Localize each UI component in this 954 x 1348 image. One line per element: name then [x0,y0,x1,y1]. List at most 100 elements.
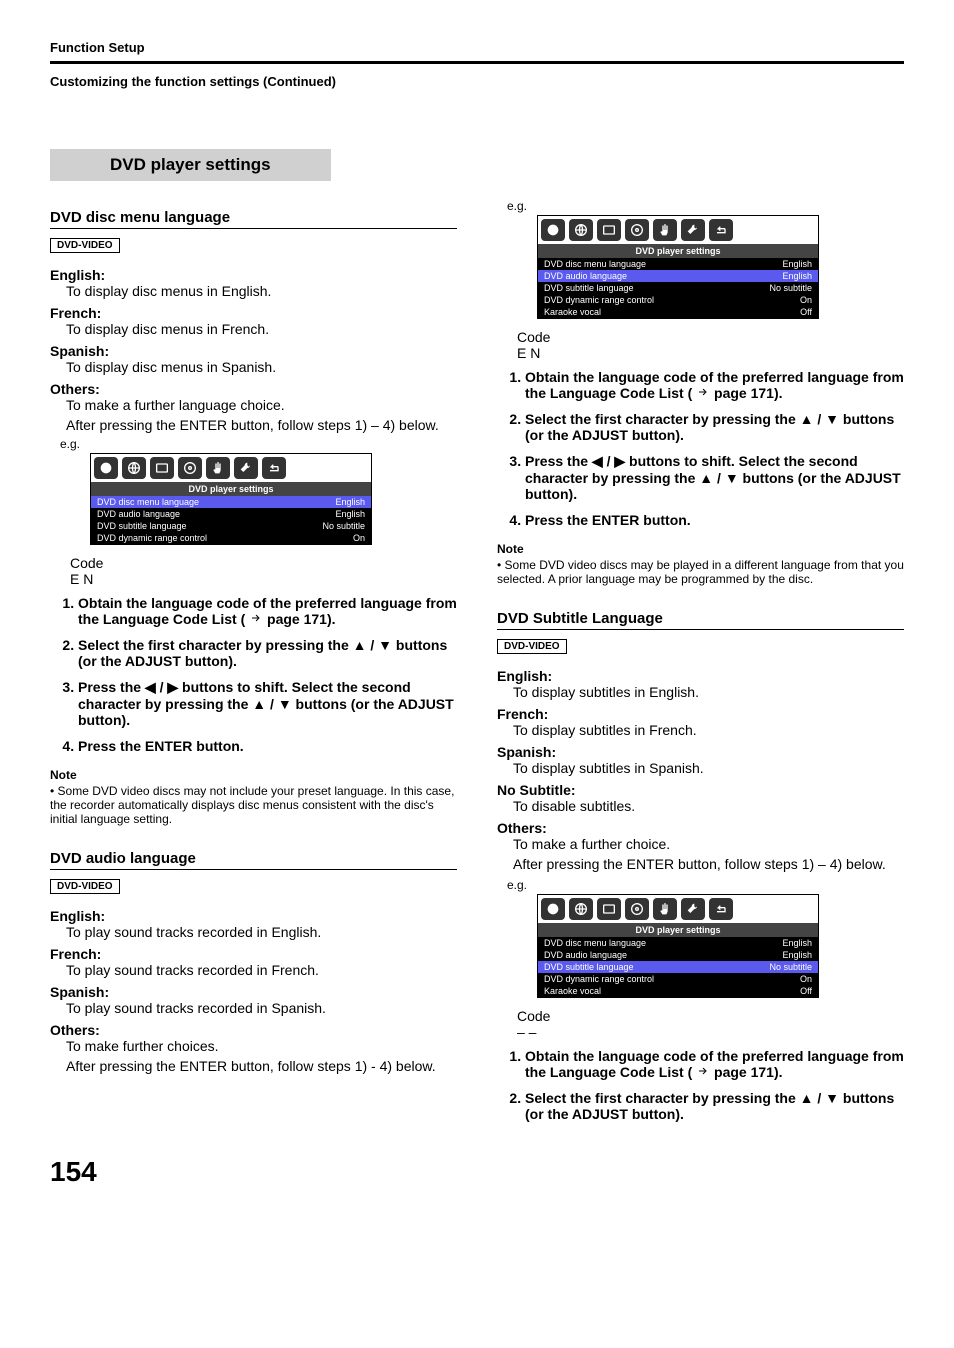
step-3: Press the ◀ / ▶ buttons to shift. Select… [78,679,457,728]
opt-s-french: French: [497,706,904,722]
tool-icon [681,219,705,241]
osd-title-2: DVD player settings [538,244,818,258]
opt-a-english-d: To play sound tracks recorded in English… [66,924,457,940]
osd-wrap-2: DVD player settings DVD disc menu langua… [517,215,797,361]
section-title: DVD player settings [50,149,331,181]
header-section: Function Setup [50,40,904,55]
osd-code-box: Code E N [70,555,350,587]
osd-row-sub-3: DVD subtitle languageNo subtitle [538,961,818,973]
opt-others-desc1: To make a further language choice. [66,397,457,413]
opt-others: Others: [50,381,457,397]
arrow-right-icon [249,612,263,624]
step-3b: Press the ◀ / ▶ buttons to shift. Select… [525,453,904,502]
disc-icon [625,219,649,241]
left-column: DVD disc menu language DVD-VIDEO English… [50,199,457,1136]
osd-wrap-3: DVD player settings DVD disc menu langua… [517,894,797,1040]
hand-icon [653,219,677,241]
eg-label-3: e.g. [507,878,904,892]
opt-english: English: [50,267,457,283]
opt-french: French: [50,305,457,321]
opt-s-spanish-d: To display subtitles in Spanish. [513,760,904,776]
opt-french-desc: To display disc menus in French. [66,321,457,337]
globe-icon [569,219,593,241]
page-number: 154 [50,1156,904,1188]
osd-wrap-1: DVD player settings DVD disc menu langua… [70,453,350,587]
opt-a-others: Others: [50,1022,457,1038]
step-4b: Press the ENTER button. [525,512,904,528]
osd-row-drc: DVD dynamic range controlOn [91,532,371,544]
tool-icon [681,898,705,920]
osd-screenshot-2: DVD player settings DVD disc menu langua… [537,215,819,319]
opt-a-others-d1: To make further choices. [66,1038,457,1054]
note-heading: Note [50,768,457,782]
step-2b: Select the first character by pressing t… [525,411,904,443]
return-icon [262,457,286,479]
dvd-video-badge: DVD-VIDEO [50,238,120,253]
subtitle-heading: DVD Subtitle Language [497,610,904,630]
globe-icon [569,898,593,920]
hand-icon [653,898,677,920]
osd-row-drc-3: DVD dynamic range controlOn [538,973,818,985]
osd-code-box-2: Code E N [517,329,797,361]
osd-screenshot-3: DVD player settings DVD disc menu langua… [537,894,819,998]
opt-english-desc: To display disc menus in English. [66,283,457,299]
opt-s-french-d: To display subtitles in French. [513,722,904,738]
osd-icons [91,454,371,482]
note-body-2: • Some DVD video discs may be played in … [497,558,904,586]
return-icon [709,898,733,920]
opt-a-others-d2: After pressing the ENTER button, follow … [66,1058,457,1074]
globe-icon [122,457,146,479]
disc-menu-heading: DVD disc menu language [50,209,457,229]
opt-spanish-desc: To display disc menus in Spanish. [66,359,457,375]
dvd-video-badge-3: DVD-VIDEO [497,639,567,654]
two-column-layout: DVD disc menu language DVD-VIDEO English… [50,199,904,1136]
eg-label: e.g. [60,437,457,451]
arrow-right-icon [696,386,710,398]
steps-list-1: Obtain the language code of the preferre… [50,595,457,754]
opt-a-spanish: Spanish: [50,984,457,1000]
osd-row-audio: DVD audio languageEnglish [91,508,371,520]
tv-icon [597,219,621,241]
tool-icon [234,457,258,479]
opt-s-nosub-d: To disable subtitles. [513,798,904,814]
osd-screenshot-1: DVD player settings DVD disc menu langua… [90,453,372,545]
steps-list-2: Obtain the language code of the preferre… [497,369,904,528]
opt-a-french-d: To play sound tracks recorded in French. [66,962,457,978]
osd-code-box-3: Code – – [517,1008,797,1040]
dvd-video-badge-2: DVD-VIDEO [50,879,120,894]
osd-row-discmenu-2: DVD disc menu languageEnglish [538,258,818,270]
osd-row-audio-2: DVD audio languageEnglish [538,270,818,282]
hand-icon [206,457,230,479]
opt-s-english: English: [497,668,904,684]
opt-a-english: English: [50,908,457,924]
step-4: Press the ENTER button. [78,738,457,754]
osd-row-drc-2: DVD dynamic range controlOn [538,294,818,306]
header-subtitle: Customizing the function settings (Conti… [50,74,904,89]
opt-s-others-d2: After pressing the ENTER button, follow … [513,856,904,872]
opt-a-spanish-d: To play sound tracks recorded in Spanish… [66,1000,457,1016]
steps-list-3: Obtain the language code of the preferre… [497,1048,904,1122]
right-column: e.g. DVD player settings DVD disc menu l… [497,199,904,1136]
eg-label-2: e.g. [507,199,904,213]
osd-row-karaoke-2: Karaoke vocalOff [538,306,818,318]
tv-icon [150,457,174,479]
audio-heading: DVD audio language [50,850,457,870]
osd-row-karaoke-3: Karaoke vocalOff [538,985,818,997]
osd-title: DVD player settings [91,482,371,496]
tv-icon [597,898,621,920]
opt-s-others-d1: To make a further choice. [513,836,904,852]
dvd-video-icon [94,457,118,479]
osd-icons-3 [538,895,818,923]
opt-spanish: Spanish: [50,343,457,359]
arrow-right-icon [696,1065,710,1077]
opt-s-spanish: Spanish: [497,744,904,760]
osd-row-sub: DVD subtitle languageNo subtitle [91,520,371,532]
return-icon [709,219,733,241]
step-1: Obtain the language code of the preferre… [78,595,457,627]
rule-thick [50,61,904,64]
osd-row-sub-2: DVD subtitle languageNo subtitle [538,282,818,294]
opt-others-desc2: After pressing the ENTER button, follow … [66,417,457,433]
note-heading-2: Note [497,542,904,556]
osd-row-audio-3: DVD audio languageEnglish [538,949,818,961]
step-2: Select the first character by pressing t… [78,637,457,669]
